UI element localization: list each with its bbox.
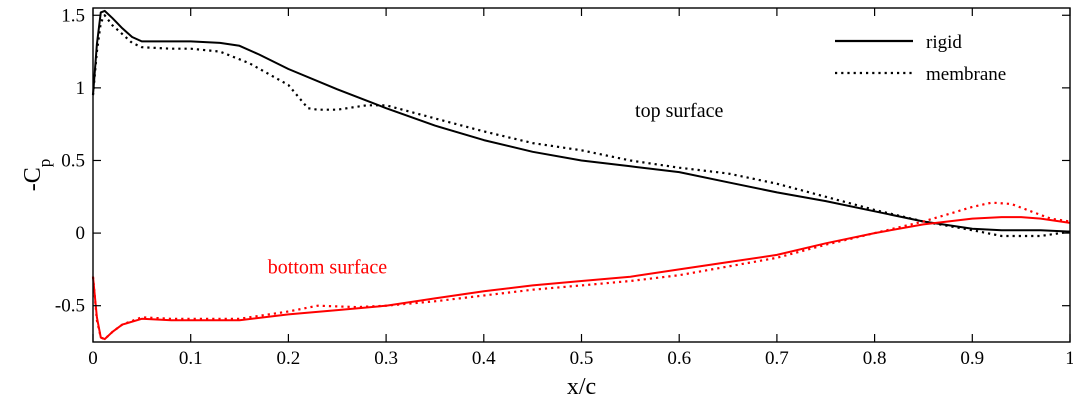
series-membrane-bottom-line: [91, 201, 1071, 341]
x-tick-label: 1: [1065, 348, 1073, 369]
plot-frame: [92, 7, 1071, 343]
y-axis-label-main: -C: [20, 167, 46, 191]
y-tick-label: 1: [76, 78, 86, 99]
series-rigid-top-line: [92, 9, 1071, 233]
series-membrane-top-line: [91, 14, 1071, 238]
x-tick-label: 0.7: [765, 348, 789, 369]
series-rigid-bottom-line: [92, 216, 1071, 341]
x-tick-label: 0.8: [863, 348, 887, 369]
legend: rigid membrane: [835, 32, 1006, 85]
x-tick-label: 0.2: [277, 348, 301, 369]
x-tick-label: 0.1: [179, 348, 203, 369]
annotation-top-surface: top surface: [635, 100, 723, 122]
y-tick-label: 0.5: [61, 150, 85, 171]
plot-area: [91, 9, 1071, 341]
y-tick-label: 0: [76, 223, 86, 244]
y-tick-label: 1.5: [61, 5, 85, 26]
legend-label-membrane: membrane: [926, 64, 1006, 85]
axis-ticks: 0 0.1 0.2 0.3 0.4 0.5 0.6 0.7 0.8 0.9 1 -0.5 0 0.5 1 1.…: [55, 5, 1073, 369]
x-axis-label: x/c: [567, 374, 596, 400]
x-tick-label: 0.4: [472, 348, 496, 369]
x-tick-label: 0.6: [667, 348, 691, 369]
y-axis-label-subscript: p: [35, 159, 54, 168]
x-tick-label: 0.5: [570, 348, 594, 369]
y-tick-label: -0.5: [55, 296, 85, 317]
x-tick-label: 0: [88, 348, 98, 369]
y-axis-label: -Cp: [20, 159, 54, 192]
legend-label-rigid: rigid: [926, 32, 962, 53]
x-tick-label: 0.9: [960, 348, 984, 369]
x-tick-label: 0.3: [374, 348, 398, 369]
annotation-bottom-surface: bottom surface: [268, 257, 388, 279]
